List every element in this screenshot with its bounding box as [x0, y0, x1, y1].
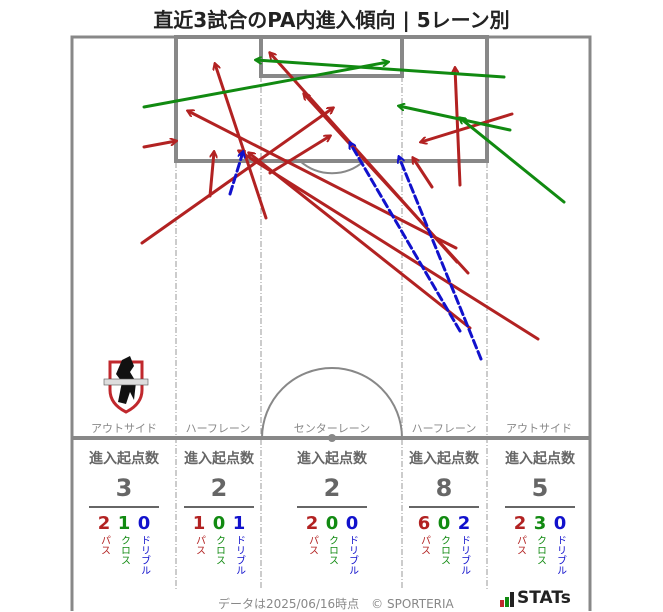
- cross-arrow: [460, 118, 566, 204]
- dribble-count: 0: [553, 513, 567, 534]
- lane-label-left-halfspace: ハーフレーン: [186, 422, 251, 435]
- lane-stats-left-outside: 進入起点数 3 2 パス 1 クロス 0 ドリブル: [84, 448, 164, 575]
- stat-total: 3: [115, 474, 133, 502]
- lane-label-left-outside: アウトサイド: [91, 422, 157, 435]
- lane-label-right-outside: アウトサイド: [506, 422, 572, 435]
- cross-count: 0: [325, 513, 339, 534]
- pass-label: パス: [514, 535, 526, 555]
- center-spot: [328, 434, 336, 442]
- stat-divider: [409, 506, 479, 508]
- dribble-label: ドリブル: [346, 535, 358, 575]
- penalty-area: [174, 35, 489, 163]
- dribble-label: ドリブル: [233, 535, 245, 575]
- stat-header: 進入起点数: [409, 451, 479, 467]
- brand-name: STATs: [517, 588, 571, 608]
- cross-count: 0: [212, 513, 226, 534]
- stat-header: 進入起点数: [505, 451, 575, 467]
- pass-label: パス: [193, 535, 205, 555]
- pass-count: 2: [97, 513, 111, 534]
- lane-stats-left-halfspace: 進入起点数 2 1 パス 0 クロス 1 ドリブル: [179, 448, 259, 575]
- cross-arrow: [142, 62, 388, 109]
- stat-divider: [297, 506, 367, 508]
- stats-brand-logo: STATs: [500, 590, 571, 607]
- dribble-label: ドリブル: [138, 535, 150, 575]
- penalty-arc: [299, 160, 365, 175]
- stat-header: 進入起点数: [297, 451, 367, 467]
- dribble-count: 1: [232, 513, 246, 534]
- stat-divider: [89, 506, 159, 508]
- lane-label-right-halfspace: ハーフレーン: [412, 422, 477, 435]
- pass-arrow: [140, 108, 333, 245]
- cross-label: クロス: [213, 535, 225, 565]
- stat-header: 進入起点数: [184, 451, 254, 467]
- center-circle: [261, 367, 403, 439]
- pass-arrow: [215, 64, 268, 220]
- pass-count: 2: [513, 513, 527, 534]
- lane-label-center: センターレーン: [294, 422, 370, 435]
- pass-label: パス: [418, 535, 430, 555]
- bar-chart-icon: [500, 592, 514, 607]
- stat-header: 進入起点数: [89, 451, 159, 467]
- cross-arrow: [399, 106, 512, 132]
- dribble-count: 0: [137, 513, 151, 534]
- pass-arrow: [142, 141, 176, 149]
- cross-label: クロス: [534, 535, 546, 565]
- pass-count: 2: [305, 513, 319, 534]
- stat-total: 2: [323, 474, 341, 502]
- stat-total: 2: [210, 474, 228, 502]
- cross-label: クロス: [438, 535, 450, 565]
- cross-label: クロス: [326, 535, 338, 565]
- entry-arrows: [140, 53, 566, 361]
- pass-count: 1: [192, 513, 206, 534]
- data-date-note: データは2025/06/16時点 © SPORTERIA: [218, 597, 454, 611]
- pass-arrow: [239, 151, 540, 341]
- dribble-label: ドリブル: [554, 535, 566, 575]
- cross-count: 1: [117, 513, 131, 534]
- dribble-label: ドリブル: [458, 535, 470, 575]
- dribble-arrow: [350, 143, 462, 333]
- dribble-count: 0: [345, 513, 359, 534]
- dribble-count: 2: [457, 513, 471, 534]
- pass-arrow: [188, 111, 458, 250]
- pass-label: パス: [98, 535, 110, 555]
- lane-stats-right-outside: 進入起点数 5 2 パス 3 クロス 0 ドリブル: [500, 448, 580, 575]
- pass-arrow: [208, 152, 214, 198]
- stat-divider: [505, 506, 575, 508]
- pass-label: パス: [306, 535, 318, 555]
- stat-total: 5: [531, 474, 549, 502]
- cross-count: 0: [437, 513, 451, 534]
- lane-stats-center: 進入起点数 2 2 パス 0 クロス 0 ドリブル: [292, 448, 372, 575]
- horse-crest-icon: [103, 356, 149, 414]
- pass-arrow: [413, 158, 434, 189]
- dribble-arrow: [228, 152, 243, 196]
- lane-stats-right-halfspace: 進入起点数 8 6 パス 0 クロス 2 ドリブル: [404, 448, 484, 575]
- page-title: 直近3試合のPA内進入傾向 | 5レーン別: [153, 8, 510, 32]
- pass-arrow: [268, 136, 330, 175]
- goal-area: [259, 35, 404, 78]
- stat-divider: [184, 506, 254, 508]
- cross-count: 3: [533, 513, 547, 534]
- pass-count: 6: [417, 513, 431, 534]
- pass-arrow: [270, 53, 459, 264]
- club-logo: [100, 352, 152, 414]
- pass-arrow: [455, 68, 462, 187]
- dribble-arrow: [399, 157, 483, 361]
- stat-total: 8: [435, 474, 453, 502]
- pass-arrow: [421, 112, 514, 142]
- cross-arrow: [256, 60, 506, 79]
- cross-label: クロス: [118, 535, 130, 565]
